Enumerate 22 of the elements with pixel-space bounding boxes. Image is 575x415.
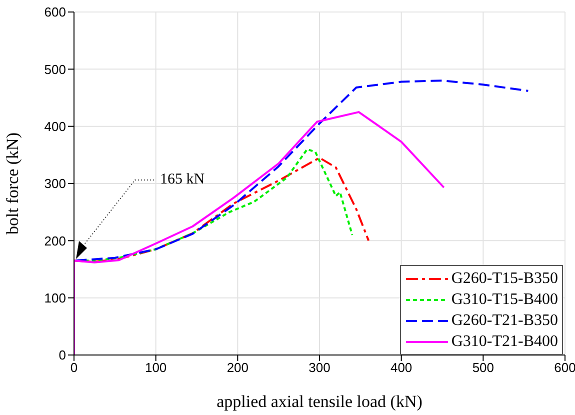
- legend-label: G260-T21-B350: [451, 312, 558, 330]
- y-tick-label: 400: [44, 118, 66, 134]
- y-axis-title: bolt force (kN): [3, 132, 22, 234]
- line-series: [74, 111, 445, 355]
- legend-label: G260-T15-B350: [451, 270, 558, 288]
- y-tick-label: 200: [44, 233, 66, 248]
- y-tick-label: 0: [58, 348, 66, 363]
- x-tick-label: 0: [70, 360, 78, 376]
- x-tick-label: 500: [472, 360, 494, 376]
- x-tick-label: 200: [226, 360, 249, 376]
- annotation: 165 kN: [160, 171, 205, 188]
- x-tick-label: 600: [554, 360, 575, 376]
- x-tick-label: 400: [390, 360, 412, 376]
- y-tick-label: 600: [44, 4, 66, 20]
- x-axis-title: applied axial tensile load (kN): [216, 392, 422, 411]
- y-tick-label: 500: [44, 62, 66, 77]
- legend-label: G310-T15-B400: [451, 290, 558, 308]
- y-tick-label: 100: [44, 290, 66, 306]
- x-tick-label: 100: [144, 360, 167, 376]
- legend-label: G310-T21-B400: [451, 332, 558, 350]
- y-tick-label: 300: [44, 176, 66, 192]
- x-tick-label: 300: [308, 360, 330, 376]
